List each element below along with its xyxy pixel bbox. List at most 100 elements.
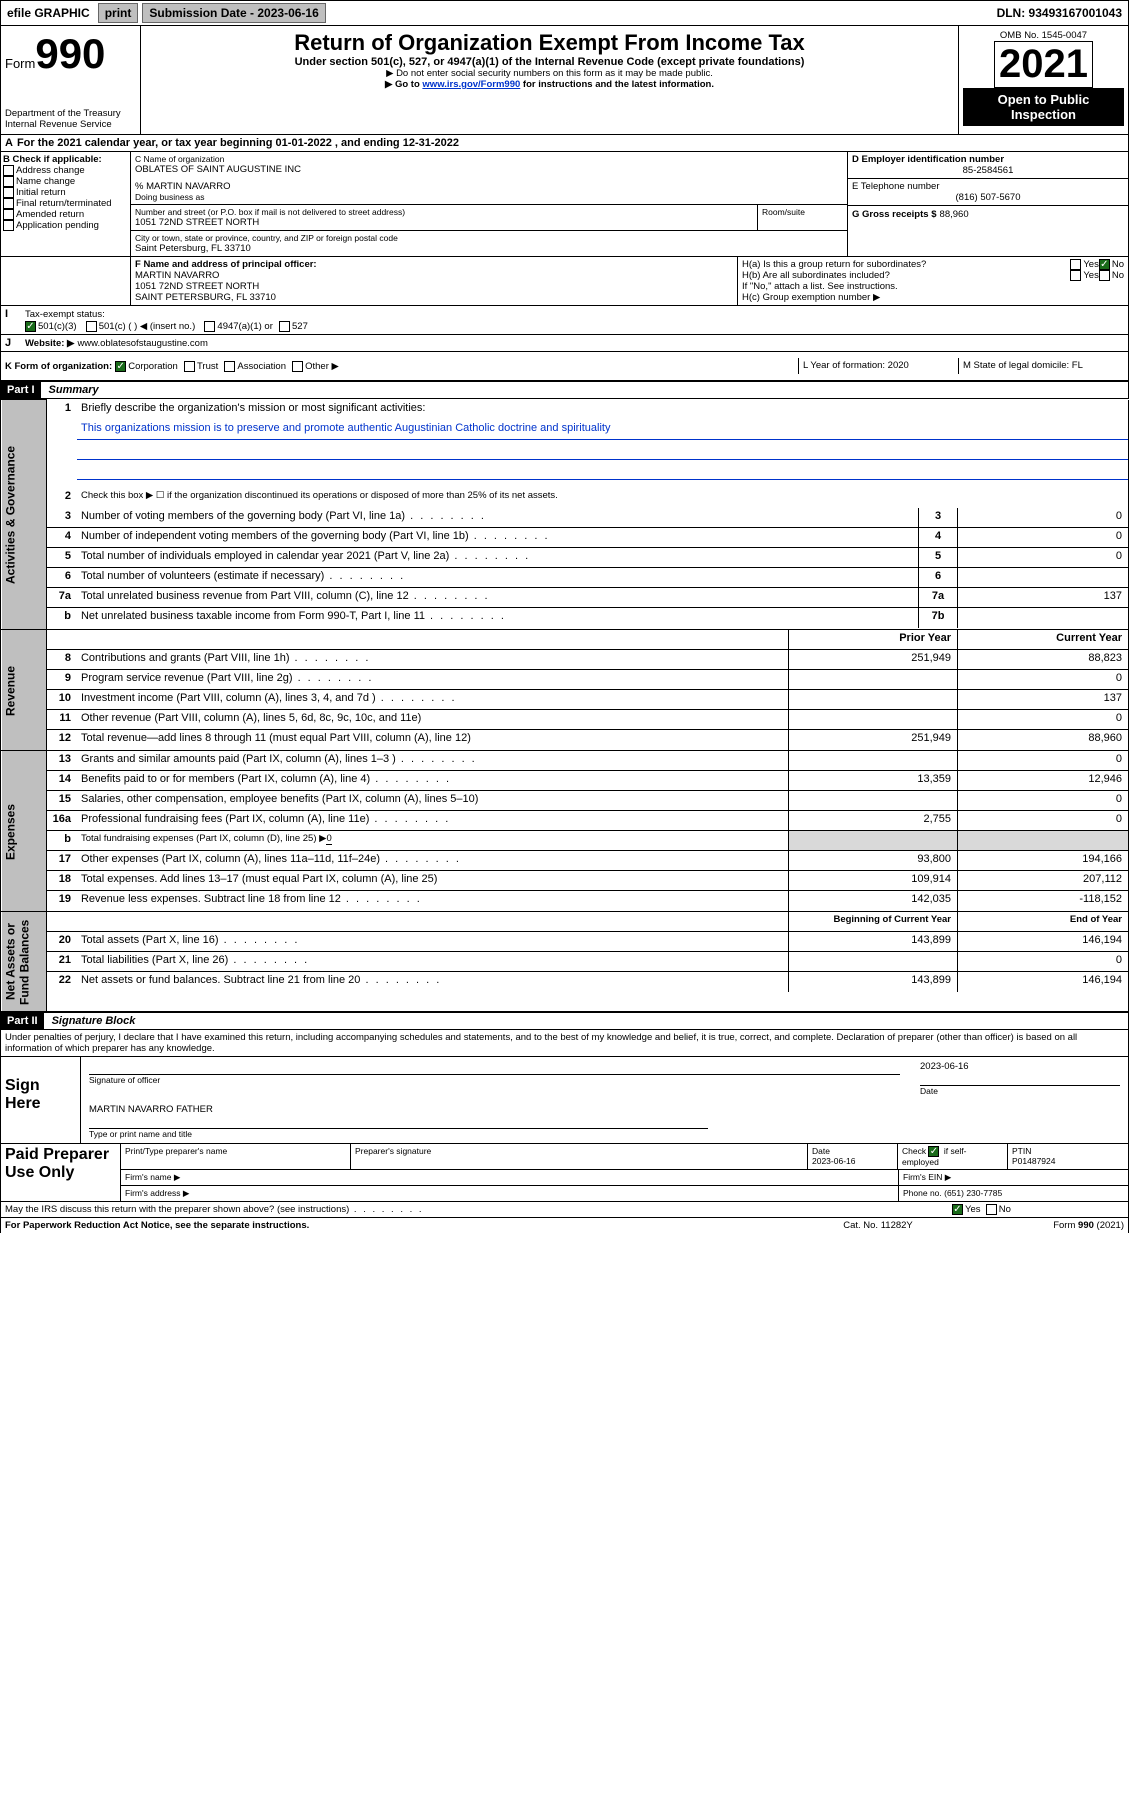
v7a: 137 [958, 588, 1128, 607]
paid-preparer-label: Paid Preparer Use Only [1, 1144, 121, 1201]
ha-no[interactable] [1099, 259, 1110, 270]
discuss-no[interactable] [986, 1204, 997, 1215]
chk-trust[interactable] [184, 361, 195, 372]
chk-amended[interactable] [3, 209, 14, 220]
chk-initial-return[interactable] [3, 187, 14, 198]
l17: Other expenses (Part IX, column (A), lin… [81, 853, 380, 865]
part2-tag: Part II [1, 1013, 44, 1029]
chk-corp[interactable] [115, 361, 126, 372]
box-g-label: G Gross receipts $ [852, 209, 936, 220]
prep-date-label: Date [812, 1146, 893, 1156]
l7a: Total unrelated business revenue from Pa… [81, 590, 409, 602]
sig-label: Signature of officer [89, 1075, 900, 1085]
l22: Net assets or fund balances. Subtract li… [81, 974, 360, 986]
line-a: AFor the 2021 calendar year, or tax year… [1, 135, 463, 151]
sign-here-block: Sign Here Signature of officer 2023-06-1… [0, 1056, 1129, 1144]
chk-self-employed[interactable] [928, 1146, 939, 1157]
part2-title: Signature Block [44, 1015, 136, 1027]
l16b: Total fundraising expenses (Part IX, col… [81, 833, 326, 844]
chk-address-change[interactable] [3, 165, 14, 176]
ptin-label: PTIN [1012, 1146, 1124, 1156]
tab-expenses: Expenses [1, 751, 47, 912]
tax-status-label: Tax-exempt status: [25, 309, 105, 320]
print-button[interactable]: print [98, 3, 139, 23]
open-inspection: Open to Public Inspection [963, 88, 1124, 126]
tab-netassets: Net Assets or Fund Balances [1, 912, 47, 1012]
officer-signature-line[interactable] [89, 1061, 900, 1075]
v4: 0 [958, 528, 1128, 547]
prep-sig-label: Preparer's signature [351, 1144, 808, 1169]
goto-post: for instructions and the latest informat… [520, 79, 714, 90]
hb-yes[interactable] [1070, 270, 1081, 281]
part1-title: Summary [41, 384, 99, 396]
v3: 0 [958, 508, 1128, 527]
form-subtitle: Under section 501(c), 527, or 4947(a)(1)… [145, 56, 954, 68]
chk-4947[interactable] [204, 321, 215, 332]
l16a: Professional fundraising fees (Part IX, … [81, 813, 369, 825]
l1-label: Briefly describe the organization's miss… [77, 400, 1128, 420]
prep-name-label: Print/Type preparer's name [121, 1144, 351, 1169]
chk-other[interactable] [292, 361, 303, 372]
chk-final-return[interactable] [3, 198, 14, 209]
part1-table: Activities & Governance 1Briefly describ… [0, 399, 1129, 1012]
part2-header: Part II Signature Block [0, 1012, 1129, 1030]
letter-i: I [1, 306, 21, 334]
discuss-q: May the IRS discuss this return with the… [5, 1204, 349, 1215]
dba-label: Doing business as [135, 192, 843, 202]
hb-no[interactable] [1099, 270, 1110, 281]
discuss-yes[interactable] [952, 1204, 963, 1215]
id-block: B Check if applicable: Address change Na… [0, 152, 1129, 257]
dept-label: Department of the Treasury [5, 108, 136, 119]
website-value: www.oblatesofstaugustine.com [77, 338, 207, 349]
box-e-label: E Telephone number [852, 181, 1124, 192]
l13: Grants and similar amounts paid (Part IX… [81, 753, 396, 765]
city-state-zip: Saint Petersburg, FL 33710 [135, 243, 843, 254]
sign-here-label: Sign Here [1, 1057, 81, 1143]
officer-printed-name: MARTIN NAVARRO FATHER [89, 1104, 1120, 1115]
chk-name-change[interactable] [3, 176, 14, 187]
h-c: H(c) Group exemption number ▶ [742, 292, 1124, 303]
l19: Revenue less expenses. Subtract line 18 … [81, 893, 341, 905]
eoy-hdr: End of Year [958, 912, 1128, 931]
omb-label: OMB No. 1545-0047 [963, 30, 1124, 41]
website-label: Website: ▶ [25, 338, 74, 349]
form-header: Form990 Department of the Treasury Inter… [0, 26, 1129, 135]
chk-501c[interactable] [86, 321, 97, 332]
boy-hdr: Beginning of Current Year [788, 912, 958, 931]
chk-assoc[interactable] [224, 361, 235, 372]
h-b: H(b) Are all subordinates included? [742, 270, 1070, 281]
form-title: Return of Organization Exempt From Incom… [145, 30, 954, 56]
part1-tag: Part I [1, 382, 41, 398]
l3: Number of voting members of the governin… [81, 510, 405, 522]
ha-yes[interactable] [1070, 259, 1081, 270]
date-label: Date [920, 1086, 1120, 1096]
officer-addr2: SAINT PETERSBURG, FL 33710 [135, 292, 733, 303]
tab-revenue: Revenue [1, 630, 47, 751]
curr-hdr: Current Year [958, 630, 1128, 649]
pra-notice: For Paperwork Reduction Act Notice, see … [1, 1218, 778, 1233]
submission-date-button[interactable]: Submission Date - 2023-06-16 [142, 3, 325, 23]
prior-hdr: Prior Year [788, 630, 958, 649]
l1-text: This organizations mission is to preserv… [77, 420, 1128, 440]
chk-501c3[interactable] [25, 321, 36, 332]
cat-no: Cat. No. 11282Y [778, 1218, 978, 1233]
officer-name: MARTIN NAVARRO [135, 270, 733, 281]
l10: Investment income (Part VIII, column (A)… [81, 692, 376, 704]
firm-ein-label: Firm's EIN ▶ [898, 1170, 1128, 1185]
chk-527[interactable] [279, 321, 290, 332]
l14: Benefits paid to or for members (Part IX… [81, 773, 370, 785]
room-label: Room/suite [762, 207, 843, 217]
chk-app-pending[interactable] [3, 220, 14, 231]
l15: Salaries, other compensation, employee b… [81, 793, 478, 805]
l7b: Net unrelated business taxable income fr… [81, 610, 425, 622]
paid-preparer-block: Paid Preparer Use Only Print/Type prepar… [0, 1144, 1129, 1202]
irs-link[interactable]: www.irs.gov/Form990 [422, 79, 520, 90]
goto-pre: Go to [395, 79, 422, 90]
officer-addr1: 1051 72ND STREET NORTH [135, 281, 733, 292]
street-address: 1051 72ND STREET NORTH [135, 217, 753, 228]
l2: Check this box ▶ ☐ if the organization d… [77, 488, 1128, 508]
note-ssn: Do not enter social security numbers on … [145, 68, 954, 79]
firm-addr-label: Firm's address ▶ [121, 1186, 898, 1201]
city-label: City or town, state or province, country… [135, 233, 843, 243]
self-emp-label: Check [902, 1146, 928, 1156]
